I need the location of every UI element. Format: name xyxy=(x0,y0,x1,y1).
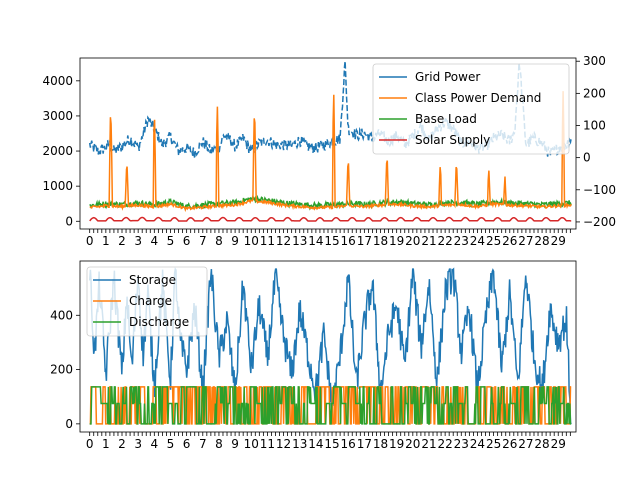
y2-tick-label: 200 xyxy=(583,86,606,100)
x-tick-label: 0 xyxy=(86,437,94,451)
y-tick-label: 0 xyxy=(65,214,73,228)
x-tick-label: 14 xyxy=(308,234,323,248)
axes-frame xyxy=(79,260,577,433)
class-power-demand-line xyxy=(89,91,572,213)
x-tick-label: 7 xyxy=(199,234,207,248)
legend-box xyxy=(86,266,208,337)
x-tick-label: 10 xyxy=(244,437,259,451)
x-tick-label: 4 xyxy=(150,234,158,248)
x-tick-label: 5 xyxy=(167,437,175,451)
legend-label: Charge xyxy=(129,294,172,308)
legend-label: Grid Power xyxy=(415,70,480,84)
x-tick-label: 9 xyxy=(231,437,239,451)
y-tick-label: 3000 xyxy=(42,109,73,123)
x-tick-label: 14 xyxy=(308,437,323,451)
legend-label: Discharge xyxy=(129,315,189,329)
x-tick-label: 18 xyxy=(373,234,388,248)
x-tick-label: 16 xyxy=(341,234,356,248)
storage-line xyxy=(88,267,572,425)
x-tick-label: 20 xyxy=(405,437,420,451)
y-tick-label: 400 xyxy=(50,308,73,322)
solar-supply-line xyxy=(89,216,572,222)
x-tick-label: 22 xyxy=(437,437,452,451)
x-tick-label: 25 xyxy=(486,234,501,248)
x-tick-label: 19 xyxy=(389,437,404,451)
x-tick-label: 26 xyxy=(502,234,517,248)
y-tick-label: 4000 xyxy=(42,74,73,88)
legend-label: Base Load xyxy=(415,112,477,126)
x-tick-label: 4 xyxy=(150,437,158,451)
legend-label: Class Power Demand xyxy=(415,91,541,105)
x-tick-label: 0 xyxy=(86,234,94,248)
bottom-chart: 0 1 2 3 4 5 6 7 8 9 10 11 12 13 14 15 16 17 18 19 20 21 22 23 24… xyxy=(50,260,577,451)
top-chart: 0 1 2 3 4 5 6 7 8 9 10 11 12 13 14 15 16 17 18 19 20 21 22 23 24… xyxy=(42,54,616,248)
x-tick-label: 17 xyxy=(357,234,372,248)
x-tick-label: 9 xyxy=(231,234,239,248)
x-tick-label: 28 xyxy=(534,437,549,451)
x-tick-label: 18 xyxy=(373,437,388,451)
y2-tick-label: 300 xyxy=(583,54,606,68)
x-tick-label: 1 xyxy=(102,437,110,451)
y-tick-label: 1000 xyxy=(42,179,73,193)
x-tick-label: 26 xyxy=(502,437,517,451)
x-tick-label: 24 xyxy=(470,437,485,451)
x-tick-label: 5 xyxy=(167,234,175,248)
x-tick-label: 21 xyxy=(421,234,436,248)
x-tick-label: 20 xyxy=(405,234,420,248)
x-tick-label: 24 xyxy=(470,234,485,248)
x-tick-label: 25 xyxy=(486,437,501,451)
x-tick-label: 23 xyxy=(454,437,469,451)
x-tick-label: 16 xyxy=(341,437,356,451)
x-tick-label: 19 xyxy=(389,234,404,248)
x-tick-label: 15 xyxy=(324,234,339,248)
x-tick-label: 2 xyxy=(118,234,126,248)
legend-label: Solar Supply xyxy=(415,133,490,147)
x-tick-label: 13 xyxy=(292,437,307,451)
x-tick-label: 12 xyxy=(276,437,291,451)
x-tick-label: 8 xyxy=(215,437,223,451)
x-tick-label: 3 xyxy=(134,437,142,451)
x-tick-label: 27 xyxy=(518,234,533,248)
y2-tick-label: −200 xyxy=(583,215,616,229)
x-tick-label: 1 xyxy=(102,234,110,248)
x-tick-label: 17 xyxy=(357,437,372,451)
x-tick-label: 28 xyxy=(534,234,549,248)
x-tick-label: 15 xyxy=(324,437,339,451)
legend-label: Storage xyxy=(129,273,176,287)
x-tick-label: 6 xyxy=(183,234,191,248)
x-tick-label: 21 xyxy=(421,437,436,451)
y-tick-label: 0 xyxy=(65,417,73,431)
x-tick-label: 12 xyxy=(276,234,291,248)
x-tick-label: 6 xyxy=(183,437,191,451)
x-tick-label: 13 xyxy=(292,234,307,248)
x-tick-label: 2 xyxy=(118,437,126,451)
legend-box xyxy=(372,63,570,155)
x-tick-label: 29 xyxy=(551,234,566,248)
x-tick-label: 11 xyxy=(260,234,275,248)
y2-tick-label: −100 xyxy=(583,183,616,197)
x-tick-label: 29 xyxy=(551,437,566,451)
axes-frame xyxy=(79,57,577,230)
y2-tick-label: 0 xyxy=(583,151,591,165)
x-tick-label: 3 xyxy=(134,234,142,248)
x-tick-label: 27 xyxy=(518,437,533,451)
y-tick-label: 2000 xyxy=(42,144,73,158)
x-tick-label: 23 xyxy=(454,234,469,248)
x-tick-label: 8 xyxy=(215,234,223,248)
discharge-line xyxy=(89,386,572,425)
x-tick-label: 22 xyxy=(437,234,452,248)
x-tick-label: 11 xyxy=(260,437,275,451)
y2-tick-label: 100 xyxy=(583,119,606,133)
x-tick-label: 10 xyxy=(244,234,259,248)
y-tick-label: 200 xyxy=(50,363,73,377)
x-tick-label: 7 xyxy=(199,437,207,451)
